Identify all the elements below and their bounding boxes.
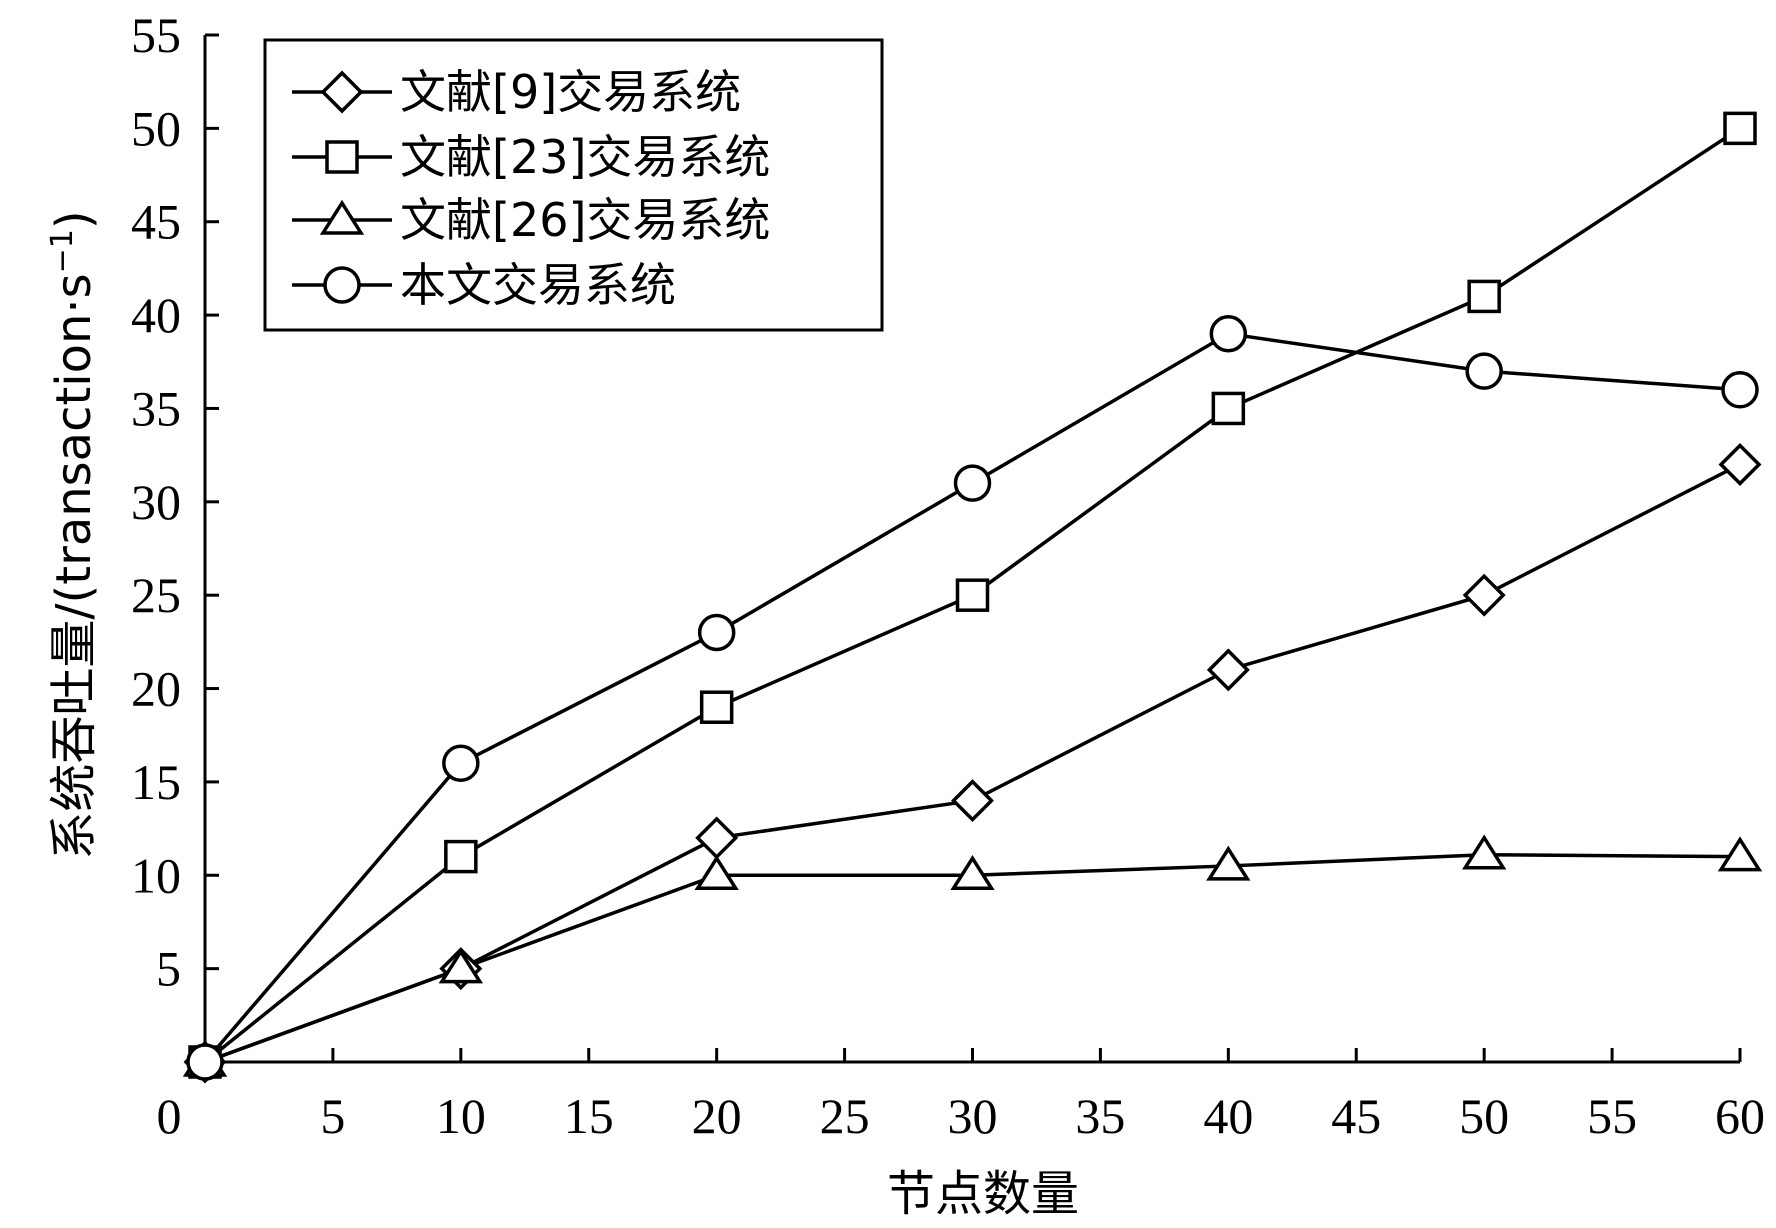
series-markers (182, 111, 1763, 1084)
y-axis-title-main: 系统吞吐量/(transaction·s (46, 273, 102, 859)
y-tick-label: 5 (156, 941, 181, 997)
x-tick-label: 50 (1459, 1088, 1509, 1144)
x-tick-label: 10 (436, 1088, 486, 1144)
x-tick-label: 0 (157, 1088, 182, 1144)
y-axis-title-close: ) (46, 210, 102, 229)
y-tick-label: 15 (131, 754, 181, 810)
data-point-square (444, 839, 478, 874)
data-point-diamond (1462, 573, 1506, 617)
x-tick-label: 30 (948, 1088, 998, 1144)
data-point-triangle (1206, 845, 1251, 881)
legend-marker-square (325, 140, 359, 174)
data-point-circle (1465, 352, 1503, 390)
data-point-circle (1209, 315, 1248, 353)
legend-label: 文献[26]交易系统 (400, 193, 770, 247)
y-axis-title-superscript: −1 (45, 229, 80, 273)
data-point-diamond (951, 779, 994, 823)
data-point-triangle (694, 855, 739, 891)
data-point-circle (953, 464, 992, 502)
data-point-circle (442, 744, 480, 782)
data-point-diamond (695, 816, 739, 860)
y-tick-label: 30 (131, 474, 181, 530)
legend-label: 本文交易系统 (400, 258, 676, 312)
series-line-circle (203, 331, 1741, 1064)
y-tick-label: 25 (131, 567, 181, 623)
legend-marker-diamond (320, 70, 364, 114)
x-tick-label: 15 (564, 1088, 614, 1144)
data-point-triangle (1461, 834, 1507, 870)
data-point-circle (1721, 371, 1759, 409)
data-point-diamond (1206, 648, 1250, 692)
y-tick-label: 20 (131, 661, 181, 717)
data-point-square (1467, 279, 1501, 314)
data-point-circle (697, 613, 736, 652)
data-point-circle (186, 1043, 224, 1081)
data-point-square (699, 690, 734, 724)
x-tick-label: 40 (1203, 1088, 1253, 1144)
data-point-diamond (1718, 442, 1762, 486)
data-point-triangle (1717, 836, 1763, 872)
x-tick-label: 60 (1715, 1088, 1765, 1144)
data-point-square (1211, 391, 1246, 426)
y-axis-title: 系统吞吐量/(transaction·s−1) (45, 210, 102, 859)
y-tick-label: 10 (131, 847, 181, 903)
x-tick-label: 35 (1075, 1088, 1125, 1144)
data-point-triangle (438, 948, 484, 984)
x-tick-label: 55 (1587, 1088, 1637, 1144)
series-line-diamond (204, 462, 1741, 1064)
y-tick-label: 40 (131, 287, 181, 343)
y-tick-label: 50 (131, 100, 181, 156)
x-axis-title: 节点数量 (887, 1166, 1079, 1222)
data-point-triangle (950, 855, 995, 891)
x-tick-label: 5 (320, 1088, 345, 1144)
x-tick-label: 20 (692, 1088, 742, 1144)
x-tick-label: 25 (820, 1088, 870, 1144)
legend-marker-triangle (319, 199, 365, 235)
y-tick-label: 45 (131, 194, 181, 250)
legend-marker-circle (323, 266, 361, 304)
y-tick-label: 35 (131, 380, 181, 436)
legend-label: 文献[9]交易系统 (400, 65, 741, 119)
x-tick-label: 45 (1331, 1088, 1381, 1144)
legend-label: 文献[23]交易系统 (400, 130, 770, 184)
data-point-square (955, 578, 990, 612)
legend-box (263, 38, 884, 332)
y-axis-ticks: 5 10 15 20 25 30 35 40 45 50 55 (131, 7, 219, 997)
y-tick-label: 55 (131, 7, 181, 63)
data-point-square (1723, 111, 1757, 146)
x-axis-ticks: 0 5 10 15 20 25 30 35 40 45 50 55 60 (157, 1048, 1765, 1144)
